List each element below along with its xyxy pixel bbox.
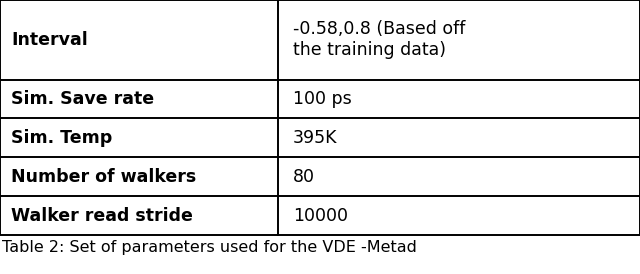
Text: Sim. Save rate: Sim. Save rate [12,90,154,108]
Text: 100 ps: 100 ps [293,90,352,108]
Text: Number of walkers: Number of walkers [12,168,196,186]
Text: 395K: 395K [293,129,337,147]
Text: 80: 80 [293,168,315,186]
Text: Walker read stride: Walker read stride [12,207,193,225]
Bar [0,0,640,235]
Text: Interval: Interval [12,31,88,49]
Text: 10000: 10000 [293,207,348,225]
Text: Table 2: Set of parameters used for the VDE -Metad: Table 2: Set of parameters used for the … [2,240,417,255]
Text: -0.58,0.8 (Based off
the training data): -0.58,0.8 (Based off the training data) [293,21,465,59]
Text: Sim. Temp: Sim. Temp [12,129,113,147]
